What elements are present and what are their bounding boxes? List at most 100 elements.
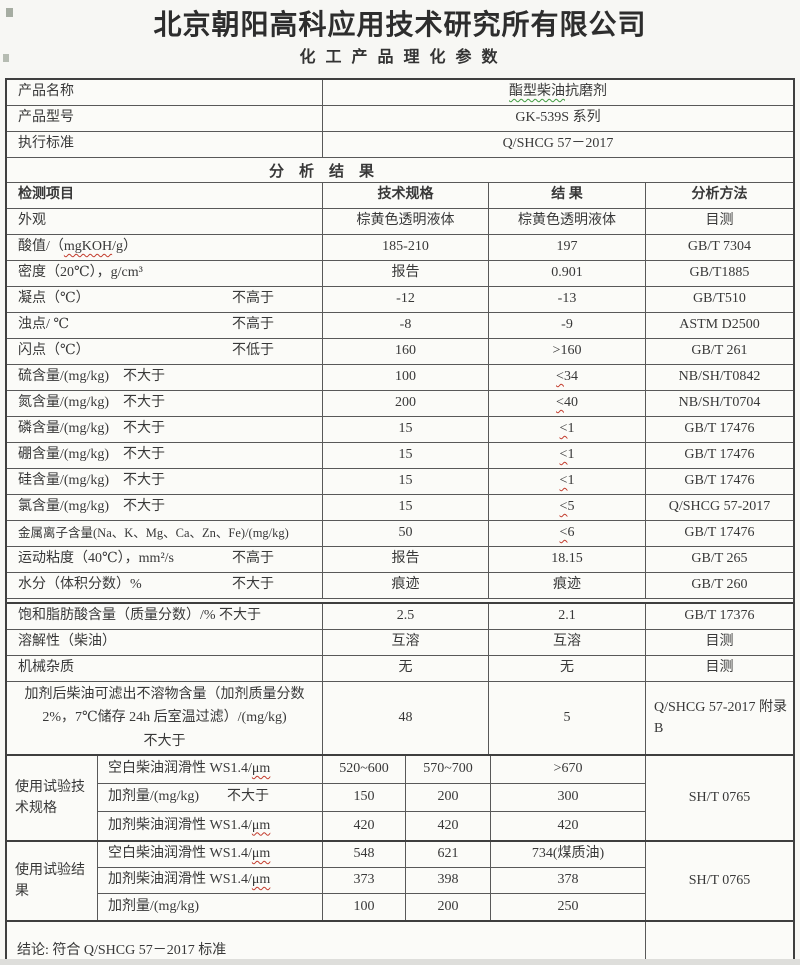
value-cell: 200 [405,894,490,920]
column-header: 分析方法 [645,183,793,208]
result-cell: 18.15 [488,547,645,572]
value-cell: 250 [490,894,645,920]
method-cell: GB/T 265 [645,547,793,572]
item-cell: 硼含量/(mg/kg) 不大于 [18,447,165,463]
spec-cell: 15 [322,417,488,442]
section-label-cell: 使用试验技术规格 [15,780,85,816]
result-cell: 5 [488,682,645,754]
value-cell: 734(煤质油) [490,842,645,868]
value-cell: 酯型柴油 抗磨剂 [322,80,793,105]
scan-artifact [3,54,9,62]
item-cell: 加剂量/(mg/kg) [97,894,322,920]
result-cell: -13 [488,287,645,312]
scan-artifact [6,8,13,17]
table-row: 饱和脂肪酸含量（质量分数）/% 不大于 2.5 2.1 GB/T 17376 [7,604,793,630]
method-cell: Q/SHCG 57-2017 [645,495,793,520]
item-cell: 硅含量/(mg/kg) 不大于 [18,473,165,489]
secondary-table: 饱和脂肪酸含量（质量分数）/% 不大于 2.5 2.1 GB/T 17376 溶… [7,602,793,754]
table-row: 产品名称 酯型柴油 抗磨剂 [7,80,793,106]
item-cell: 执行标准 [18,136,74,152]
spec-cell: 15 [322,469,488,494]
method-cell: GB/T 17476 [645,417,793,442]
spec-cell: -12 [322,287,488,312]
document-subtitle: 化 工 产 品 理 化 参 数 [299,48,501,66]
spec-cell: 185-210 [322,235,488,260]
result-cell: <6 [488,521,645,546]
usage-result-section: 使用试验结果 空白柴油润滑性 WS1.4/μm 548 621 734(煤质油)… [7,840,793,920]
item-cell: 金属离子含量(Na、K、Mg、Ca、Zn、Fe)/(mg/kg) [18,526,289,540]
table-row: 水分（体积分数）% 不大于 痕迹 痕迹 GB/T 260 [7,573,793,599]
table-row: 硫含量/(mg/kg) 不大于 100 <34 NB/SH/T0842 [7,365,793,391]
method-cell: Q/SHCG 57-2017 附录 B [645,682,793,754]
item-cell: 机械杂质 [18,660,74,676]
table-row: 外观 棕黄色透明液体 棕黄色透明液体 目测 [7,209,793,235]
value-cell: 420 [490,812,645,840]
spec-cell: 200 [322,391,488,416]
empty-cell [645,922,793,965]
result-cell: >160 [488,339,645,364]
table-row: 闪点（℃） 不低于 160 >160 GB/T 261 [7,339,793,365]
method-cell: GB/T 261 [645,339,793,364]
item-cell: 加剂量/(mg/kg) 不大于 [97,784,322,812]
item-cell: 密度（20℃），g/cm³ [18,265,143,281]
item-cell: 外观 [18,213,46,229]
value-cell: >670 [490,756,645,784]
table-row: 执行标准 Q/SHCG 57－2017 [7,132,793,158]
value-cell: 570~700 [405,756,490,784]
conclusion-text: 结论: 符合 Q/SHCG 57－2017 标准 [17,942,227,958]
result-cell: <1 [488,443,645,468]
table-row: 磷含量/(mg/kg) 不大于 15 <1 GB/T 17476 [7,417,793,443]
result-cell: 2.1 [488,604,645,629]
usage-spec-section: 使用试验技术规格 空白柴油润滑性 WS1.4/μm 520~600 570~70… [7,754,793,840]
value-cell: GK-539S 系列 [322,106,793,131]
spec-cell: 痕迹 [322,573,488,598]
value-cell: 420 [405,812,490,840]
table-row: 硅含量/(mg/kg) 不大于 15 <1 GB/T 17476 [7,469,793,495]
value-cell: 200 [405,784,490,812]
spec-table: 产品名称 酯型柴油 抗磨剂 产品型号 GK-539S 系列 执行标准 Q/SHCG… [5,78,795,965]
value-cell: 378 [490,868,645,894]
result-cell: 197 [488,235,645,260]
table-row: 金属离子含量(Na、K、Mg、Ca、Zn、Fe)/(mg/kg) 50 <6 G… [7,521,793,547]
table-row: 密度（20℃），g/cm³ 报告 0.901 GB/T1885 [7,261,793,287]
result-cell: 0.901 [488,261,645,286]
item-cell: 酸值/（ mgKOH/g） [18,239,138,255]
method-cell: 目测 [645,209,793,234]
result-cell: 互溶 [488,630,645,655]
method-cell: 目测 [645,630,793,655]
spec-cell: 15 [322,495,488,520]
result-cell: <1 [488,469,645,494]
item-cell: 凝点（℃） 不高于 [18,291,274,307]
spec-cell: 100 [322,365,488,390]
item-cell: 浊点/ ℃ 不高于 [18,317,274,333]
item-cell: 溶解性（柴油） [18,634,116,650]
method-cell: ASTM D2500 [645,313,793,338]
method-cell: NB/SH/T0842 [645,365,793,390]
table-row-filterable-content: 加剂后柴油可滤出不溶物含量（加剂质量分数 2%，7℃储存 24h 后室温过滤）/… [7,682,793,754]
method-cell: SH/T 0765 [645,842,793,920]
spec-cell: 48 [322,682,488,754]
spec-cell: 互溶 [322,630,488,655]
item-cell: 产品名称 [18,84,74,100]
result-cell: <34 [488,365,645,390]
column-header: 技术规格 [322,183,488,208]
spec-cell: 棕黄色透明液体 [322,209,488,234]
spec-cell: 15 [322,443,488,468]
method-cell: GB/T 17476 [645,469,793,494]
method-cell: GB/T 17476 [645,443,793,468]
value-cell: 548 [322,842,405,868]
item-cell: 氯含量/(mg/kg) 不大于 [18,499,165,515]
item-cell: 产品型号 [18,110,74,126]
result-cell: <1 [488,417,645,442]
table-row: 浊点/ ℃ 不高于 -8 -9 ASTM D2500 [7,313,793,339]
method-cell: GB/T1885 [645,261,793,286]
table-row: 凝点（℃） 不高于 -12 -13 GB/T510 [7,287,793,313]
result-cell: 棕黄色透明液体 [488,209,645,234]
company-title: 北京朝阳高科应用技术研究所有限公司 [153,10,647,41]
table-row: 氮含量/(mg/kg) 不大于 200 <40 NB/SH/T0704 [7,391,793,417]
method-cell: GB/T 17476 [645,521,793,546]
value-cell: 373 [322,868,405,894]
result-cell: 痕迹 [488,573,645,598]
table-row: 产品型号 GK-539S 系列 [7,106,793,132]
